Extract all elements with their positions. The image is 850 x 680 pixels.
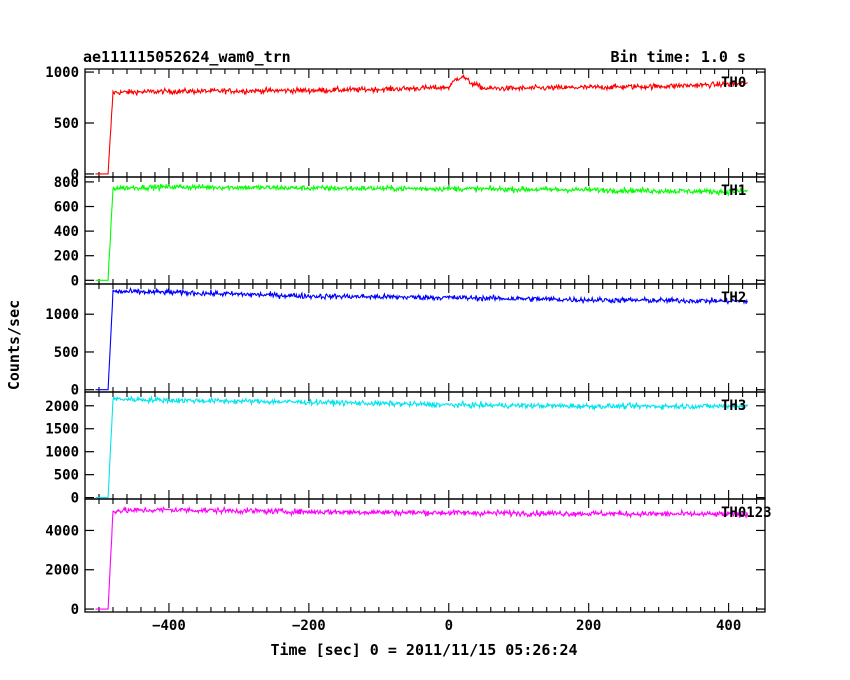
y-axis-label: Counts/sec — [5, 300, 23, 390]
chart-panels: 0 500 1000 TH0 0 200 400 600 800 TH1 0 500 1000 TH2 0 5… — [45, 65, 771, 634]
y-tick-label: 0 — [71, 167, 79, 183]
y-tick-label: 2000 — [45, 399, 79, 415]
panel-label: TH2 — [721, 290, 746, 306]
panel-frame — [84, 176, 766, 285]
y-tick-label: 500 — [54, 345, 79, 361]
series-line-th3 — [95, 395, 749, 499]
y-tick-label: 1000 — [45, 307, 79, 323]
panel-th0123: 0 2000 4000 TH0123 — [45, 498, 772, 618]
y-tick-label: 0 — [71, 383, 79, 399]
y-tick-label: 500 — [54, 116, 79, 132]
x-tick-label: 400 — [716, 618, 741, 634]
series-line-th2 — [95, 286, 749, 391]
chart-title: ae111115052624_wam0_trn — [83, 48, 291, 66]
panel-frame — [84, 498, 766, 613]
y-tick-label: 2000 — [45, 563, 79, 579]
series-line-th0 — [95, 74, 748, 175]
y-tick-label: 400 — [54, 224, 79, 240]
x-tick-label: −400 — [152, 618, 186, 634]
y-tick-label: 0 — [71, 602, 79, 618]
panel-th3: 0 500 1000 1500 2000 TH3 — [45, 391, 766, 507]
y-tick-label: 1000 — [45, 445, 79, 461]
y-tick-label: 0 — [71, 491, 79, 507]
panel-label: TH3 — [721, 398, 746, 414]
panel-label: TH0 — [721, 75, 746, 91]
series-line-th1 — [95, 183, 748, 281]
y-tick-label: 0 — [71, 273, 79, 289]
y-tick-label: 800 — [54, 175, 79, 191]
series-line-th0123 — [95, 505, 749, 610]
y-tick-label: 500 — [54, 468, 79, 484]
panel-th2: 0 500 1000 TH2 — [45, 283, 766, 399]
x-tick-label: 200 — [576, 618, 601, 634]
y-tick-label: 1000 — [45, 65, 79, 81]
y-tick-label: 4000 — [45, 523, 79, 539]
bin-time-label: Bin time: 1.0 s — [611, 48, 746, 66]
y-tick-label: 1500 — [45, 422, 79, 438]
panel-label: TH0123 — [721, 505, 772, 521]
panel-th1: 0 200 400 600 800 TH1 — [54, 175, 766, 289]
x-tick-label: 0 — [445, 618, 453, 634]
panel-label: TH1 — [721, 183, 746, 199]
panel-frame — [84, 68, 766, 178]
y-tick-label: 200 — [54, 249, 79, 265]
y-tick-label: 600 — [54, 200, 79, 216]
panel-th0: 0 500 1000 TH0 — [45, 65, 766, 183]
x-axis-label: Time [sec] 0 = 2011/11/15 05:26:24 — [270, 641, 577, 659]
x-tick-label: −200 — [292, 618, 326, 634]
